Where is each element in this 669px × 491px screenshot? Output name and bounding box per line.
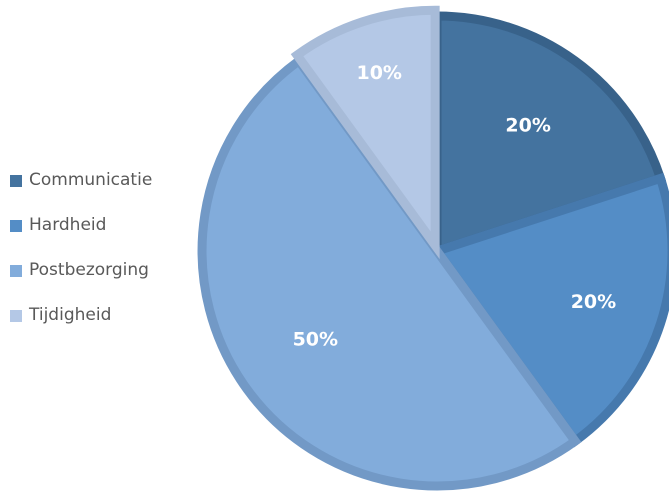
legend-swatch-postbezorging bbox=[10, 264, 22, 277]
legend-label-hardheid: Hardheid bbox=[29, 215, 107, 235]
data-label-hardheid: 20% bbox=[571, 291, 616, 313]
data-label-postbezorging: 50% bbox=[293, 328, 338, 350]
legend-item-postbezorging: Postbezorging bbox=[10, 248, 152, 293]
legend-swatch-communicatie bbox=[10, 174, 22, 187]
legend-item-tijdigheid: Tijdigheid bbox=[10, 293, 152, 338]
pie-slices bbox=[197, 5, 669, 491]
legend-label-communicatie: Communicatie bbox=[29, 170, 153, 190]
legend-label-postbezorging: Postbezorging bbox=[29, 260, 149, 280]
legend: Communicatie Hardheid Postbezorging Tijd… bbox=[10, 158, 152, 338]
legend-swatch-tijdigheid bbox=[10, 309, 22, 322]
pie-data-labels: 20% 20% 50% 10% bbox=[293, 62, 617, 350]
data-label-tijdigheid: 10% bbox=[356, 62, 401, 84]
legend-swatch-hardheid bbox=[10, 219, 22, 232]
legend-item-hardheid: Hardheid bbox=[10, 203, 152, 248]
pie-slice-hardheid bbox=[429, 172, 669, 448]
data-label-communicatie: 20% bbox=[505, 115, 550, 137]
pie-slice-postbezorging bbox=[197, 54, 582, 491]
legend-item-communicatie: Communicatie bbox=[10, 158, 152, 203]
pie-slice-tijdigheid bbox=[290, 5, 440, 260]
legend-label-tijdigheid: Tijdigheid bbox=[29, 305, 112, 325]
